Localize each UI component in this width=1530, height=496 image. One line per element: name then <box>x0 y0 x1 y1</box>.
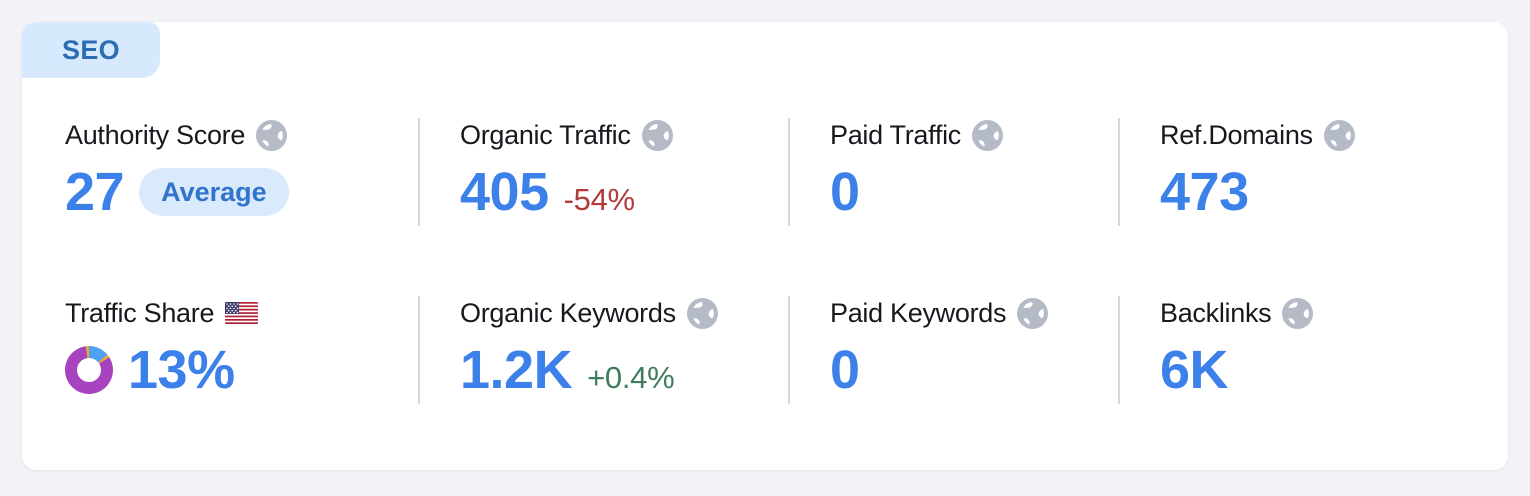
metric-delta: -54% <box>563 182 635 217</box>
traffic-share-donut-chart <box>65 346 113 394</box>
globe-icon <box>971 119 1003 151</box>
metric-organic-keywords: Organic Keywords 1.2K +0.4% <box>418 296 788 404</box>
metric-value: 1.2K <box>460 340 573 400</box>
metric-label: Authority Score <box>65 119 246 150</box>
metric-organic-traffic: Organic Traffic 405 -54% <box>418 118 788 226</box>
metric-backlinks: Backlinks 6K <box>1118 296 1508 404</box>
metric-ref-domains: Ref.Domains 473 <box>1118 118 1508 226</box>
seo-overview-card: Authority Score 27 Average Organic Traff… <box>22 22 1508 470</box>
globe-icon <box>641 119 673 151</box>
metric-label: Organic Traffic <box>460 119 631 150</box>
metric-label: Ref.Domains <box>1160 119 1313 150</box>
metric-value: 13% <box>128 340 235 400</box>
metric-label: Organic Keywords <box>460 297 676 328</box>
metric-value: 405 <box>460 162 549 222</box>
us-flag-icon <box>225 302 259 324</box>
globe-icon <box>256 119 288 151</box>
tab-seo-label: SEO <box>62 34 120 65</box>
metric-paid-keywords: Paid Keywords 0 <box>788 296 1118 404</box>
metric-value: 6K <box>1160 340 1229 400</box>
metrics-grid: Authority Score 27 Average Organic Traff… <box>22 118 1508 404</box>
tab-seo[interactable]: SEO <box>22 22 160 78</box>
globe-icon <box>1017 297 1049 329</box>
metric-label: Paid Keywords <box>830 297 1007 328</box>
metric-value: 473 <box>1160 162 1249 222</box>
metric-value: 0 <box>830 340 860 400</box>
globe-icon <box>686 297 718 329</box>
metric-authority-score: Authority Score 27 Average <box>22 118 418 226</box>
metric-value: 27 <box>65 162 125 222</box>
metric-label: Traffic Share <box>65 297 215 328</box>
metric-label: Paid Traffic <box>830 119 961 150</box>
globe-icon <box>1323 119 1355 151</box>
metric-paid-traffic: Paid Traffic 0 <box>788 118 1118 226</box>
metric-value: 0 <box>830 162 860 222</box>
metric-traffic-share: Traffic Share 13% <box>22 296 418 404</box>
globe-icon <box>1282 297 1314 329</box>
metric-delta: +0.4% <box>587 360 675 395</box>
authority-score-badge: Average <box>139 168 289 216</box>
metric-label: Backlinks <box>1160 297 1272 328</box>
